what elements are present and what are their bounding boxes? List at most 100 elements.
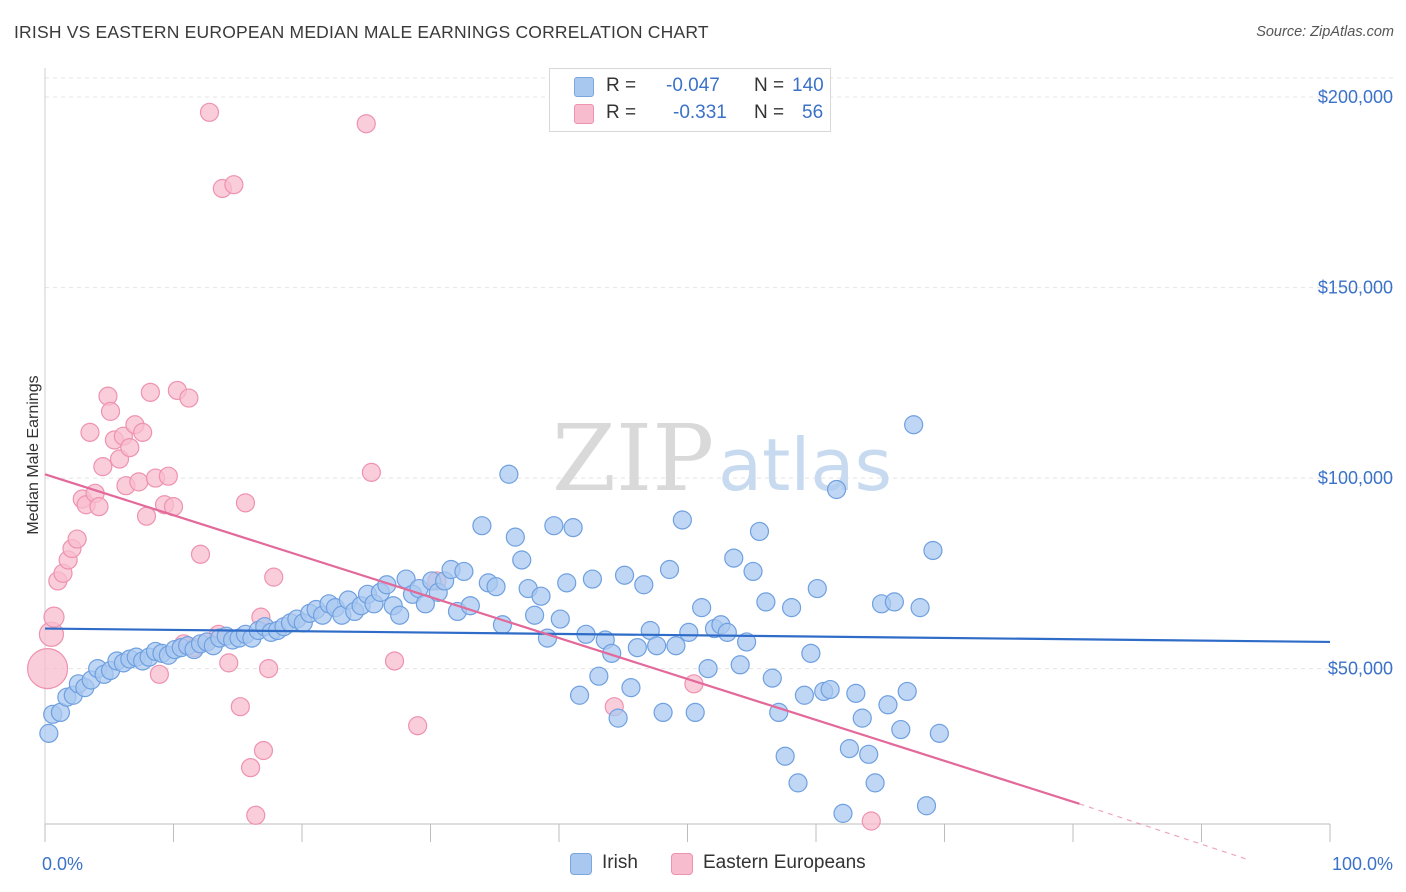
grid-lines	[45, 77, 1395, 670]
point-irish-135	[910, 598, 930, 618]
point-irish-115	[781, 598, 802, 618]
point-irish-95	[653, 702, 673, 723]
point-eastern-europeans-12	[89, 497, 109, 517]
point-eastern-europeans-53	[408, 716, 428, 736]
point-eastern-europeans-2	[43, 606, 65, 628]
point-eastern-europeans-40	[219, 653, 239, 673]
point-irish-113	[769, 702, 789, 723]
point-irish-88	[608, 708, 628, 728]
point-irish-117	[794, 685, 815, 705]
point-eastern-europeans-25	[140, 382, 160, 402]
legend-row-eastern-europeans: R = -0.331 N = 56	[574, 102, 823, 126]
point-eastern-europeans-7	[67, 529, 87, 549]
point-irish-132	[891, 719, 911, 740]
legend-r-label: R =	[606, 75, 637, 96]
point-irish-136	[916, 796, 937, 816]
point-irish-138	[929, 723, 949, 743]
y-axis-label: Median Male Earnings	[25, 375, 42, 534]
point-irish-126	[852, 708, 872, 728]
point-irish-89	[614, 565, 635, 585]
point-irish-78	[544, 516, 564, 536]
watermark-zip: ZIP	[552, 405, 714, 512]
point-irish-73	[512, 550, 532, 570]
point-eastern-europeans-24	[136, 506, 157, 526]
y-tick-label-0: $50,000	[1328, 659, 1393, 679]
point-eastern-europeans-10	[80, 422, 100, 442]
source-credit: Source: ZipAtlas.com	[1256, 24, 1394, 40]
point-irish-123	[833, 803, 853, 823]
point-irish-106	[724, 548, 744, 568]
point-eastern-europeans-35	[190, 544, 211, 564]
point-eastern-europeans-42	[230, 697, 250, 717]
point-irish-137	[923, 540, 943, 561]
point-irish-65	[454, 561, 474, 582]
series-irish	[39, 415, 949, 823]
bottom-legend-label-eastern-europeans: Eastern Europeans	[703, 852, 866, 873]
point-irish-97	[666, 636, 686, 656]
y-tick-labels: $50,000 $100,000 $150,000 $200,000	[1318, 87, 1393, 679]
x-tick-label-0: 0.0%	[42, 854, 83, 874]
point-irish-84	[582, 569, 603, 589]
point-irish-0	[39, 723, 59, 743]
point-irish-133	[897, 681, 917, 702]
point-eastern-europeans-20	[120, 437, 140, 458]
point-eastern-europeans-51	[361, 462, 381, 482]
point-irish-112	[762, 668, 782, 688]
watermark: ZIP atlas	[552, 405, 892, 512]
legend-n-label: N =	[754, 102, 785, 123]
point-eastern-europeans-52	[384, 651, 405, 671]
point-eastern-europeans-49	[264, 567, 284, 587]
point-eastern-europeans-37	[199, 102, 220, 122]
point-irish-87	[602, 643, 622, 663]
point-irish-101	[692, 598, 712, 618]
legend-swatch-eastern-europeans	[574, 104, 594, 124]
point-eastern-europeans-29	[158, 466, 178, 486]
legend-n-value: 56	[802, 102, 824, 123]
point-irish-131	[884, 592, 904, 612]
point-irish-80	[557, 573, 577, 593]
point-irish-125	[846, 683, 866, 703]
point-irish-118	[801, 643, 821, 663]
y-tick-label-2: $150,000	[1318, 278, 1393, 298]
legend-row-irish: R = -0.047 N = 140	[574, 75, 824, 99]
point-irish-85	[589, 666, 609, 686]
point-irish-122	[826, 479, 847, 500]
point-eastern-europeans-45	[246, 805, 266, 825]
point-irish-130	[878, 695, 898, 715]
point-irish-98	[672, 510, 692, 530]
point-irish-76	[531, 586, 551, 606]
chart-title: IRISH VS EASTERN EUROPEAN MEDIAN MALE EA…	[14, 22, 709, 42]
legend-swatch-irish	[574, 77, 594, 97]
point-irish-100	[685, 702, 705, 723]
point-irish-116	[788, 773, 808, 793]
point-eastern-europeans-13	[93, 457, 113, 477]
point-eastern-europeans-33	[179, 388, 199, 408]
point-irish-108	[737, 632, 757, 652]
point-irish-114	[775, 746, 795, 766]
point-irish-109	[743, 561, 763, 582]
point-irish-128	[865, 773, 885, 793]
point-irish-127	[859, 744, 879, 764]
legend-r-value: -0.047	[666, 75, 720, 96]
correlation-legend: R = -0.047 N = 140 R = -0.331 N = 56	[549, 68, 831, 132]
point-eastern-europeans-48	[258, 658, 279, 679]
point-irish-99	[679, 622, 699, 642]
point-irish-124	[839, 739, 860, 759]
watermark-atlas: atlas	[718, 423, 892, 507]
point-irish-105	[717, 622, 737, 642]
point-irish-79	[550, 609, 570, 629]
trend-extension-eastern-europeans	[1079, 803, 1247, 860]
trend-lines	[44, 473, 1331, 860]
point-irish-55	[390, 605, 410, 625]
point-irish-81	[563, 518, 583, 538]
point-irish-94	[647, 636, 667, 656]
legend-r-label: R =	[606, 102, 637, 123]
point-eastern-europeans-22	[129, 472, 149, 492]
point-irish-119	[807, 578, 827, 599]
point-irish-90	[621, 678, 641, 698]
legend-n-label: N =	[754, 75, 785, 96]
point-irish-69	[486, 577, 506, 597]
point-eastern-europeans-43	[235, 493, 256, 513]
point-eastern-europeans-27	[149, 664, 169, 684]
